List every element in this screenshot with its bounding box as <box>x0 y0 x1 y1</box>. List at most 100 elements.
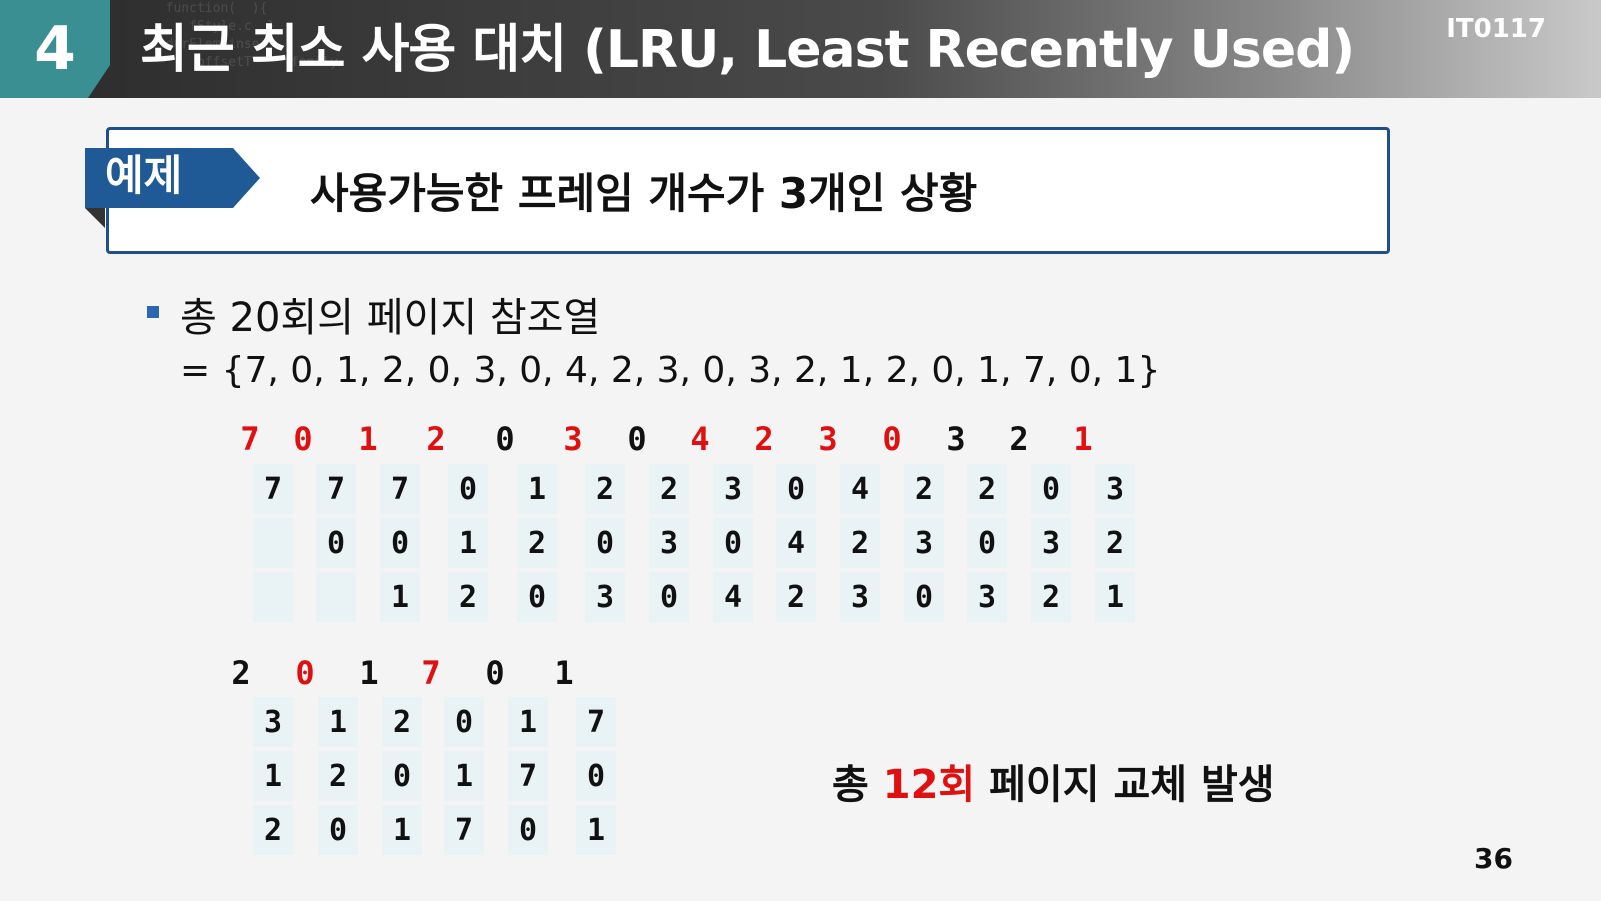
summary-prefix: 총 <box>832 762 883 808</box>
frame-cell: 2 <box>1031 572 1071 622</box>
frame-cell: 0 <box>713 518 753 568</box>
frame-cell: 0 <box>318 805 358 855</box>
frame-cell: 2 <box>585 464 625 514</box>
bullet-square <box>147 306 159 318</box>
frame-cell: 1 <box>382 805 422 855</box>
frame-cell: 7 <box>380 464 420 514</box>
frame-cell: 2 <box>840 518 880 568</box>
row1-reference-0: 7 <box>240 420 260 458</box>
frame-cell: 4 <box>713 572 753 622</box>
frame-cell: 0 <box>904 572 944 622</box>
frame-cell: 1 <box>444 751 484 801</box>
frame-cell: 2 <box>382 697 422 747</box>
frame-cell <box>316 572 356 622</box>
reference-title: 총 20회의 페이지 참조열 <box>180 295 601 341</box>
frame-cell: 1 <box>1095 572 1135 622</box>
header-bar: function( ){ fStyle.c } durElem.inser of… <box>0 0 1601 98</box>
frame-cell <box>253 572 293 622</box>
course-code: IT0117 <box>1446 14 1546 44</box>
example-tag: 예제 <box>85 148 260 208</box>
frame-cell: 0 <box>444 697 484 747</box>
frame-cell: 1 <box>508 697 548 747</box>
frame-cell: 2 <box>776 572 816 622</box>
frame-cell: 3 <box>1095 464 1135 514</box>
frame-cell: 1 <box>517 464 557 514</box>
frame-cell: 2 <box>517 518 557 568</box>
frame-cell: 3 <box>840 572 880 622</box>
frame-cell: 7 <box>576 697 616 747</box>
frame-cell: 1 <box>318 697 358 747</box>
frame-cell: 3 <box>713 464 753 514</box>
frame-cell: 0 <box>967 518 1007 568</box>
row1-reference-9: 3 <box>818 420 838 458</box>
frame-cell: 0 <box>448 464 488 514</box>
section-number: 4 <box>34 14 76 84</box>
row1-reference-8: 2 <box>754 420 774 458</box>
row1-reference-11: 3 <box>946 420 966 458</box>
frame-cell: 0 <box>380 518 420 568</box>
frame-cell: 0 <box>517 572 557 622</box>
frame-cell: 4 <box>776 518 816 568</box>
example-tag-label: 예제 <box>105 151 183 200</box>
row2-reference-4: 0 <box>485 654 505 692</box>
frame-cell: 0 <box>649 572 689 622</box>
frame-cell: 0 <box>776 464 816 514</box>
frame-cell: 0 <box>508 805 548 855</box>
frame-cell: 2 <box>1095 518 1135 568</box>
frame-cell: 2 <box>904 464 944 514</box>
frame-cell: 3 <box>967 572 1007 622</box>
frame-cell: 0 <box>585 518 625 568</box>
section-number-badge: 4 <box>0 0 110 98</box>
frame-cell: 3 <box>904 518 944 568</box>
frame-cell: 1 <box>448 518 488 568</box>
row2-reference-0: 2 <box>231 654 251 692</box>
summary-count: 12회 <box>882 762 976 808</box>
frame-cell <box>253 518 293 568</box>
frame-cell: 4 <box>840 464 880 514</box>
frame-cell: 7 <box>253 464 293 514</box>
row1-reference-4: 0 <box>495 420 515 458</box>
slide-title: 최근 최소 사용 대치 (LRU, Least Recently Used) <box>140 20 1355 80</box>
frame-cell: 0 <box>316 518 356 568</box>
frame-cell: 7 <box>508 751 548 801</box>
example-text: 사용가능한 프레임 개수가 3개인 상황 <box>310 169 978 218</box>
row1-reference-7: 4 <box>690 420 710 458</box>
frame-cell: 1 <box>380 572 420 622</box>
frame-cell: 3 <box>649 518 689 568</box>
frame-cell: 2 <box>253 805 293 855</box>
example-box <box>106 127 1390 254</box>
frame-cell: 0 <box>382 751 422 801</box>
frame-cell: 2 <box>448 572 488 622</box>
frame-cell: 3 <box>585 572 625 622</box>
row1-reference-1: 0 <box>293 420 313 458</box>
header-background-texture: function( ){ fStyle.c } durElem.inser of… <box>165 1 338 70</box>
frame-cell: 1 <box>253 751 293 801</box>
frame-cell: 1 <box>576 805 616 855</box>
frame-cell: 2 <box>967 464 1007 514</box>
page-number: 36 <box>1474 842 1513 875</box>
row1-reference-13: 1 <box>1073 420 1093 458</box>
frame-cell: 0 <box>576 751 616 801</box>
example-tag-fold <box>85 208 105 228</box>
row1-reference-12: 2 <box>1009 420 1029 458</box>
row1-reference-6: 0 <box>627 420 647 458</box>
summary-suffix: 페이지 교체 발생 <box>975 762 1275 808</box>
row1-reference-5: 3 <box>563 420 583 458</box>
frame-cell: 7 <box>316 464 356 514</box>
frame-cell: 0 <box>1031 464 1071 514</box>
